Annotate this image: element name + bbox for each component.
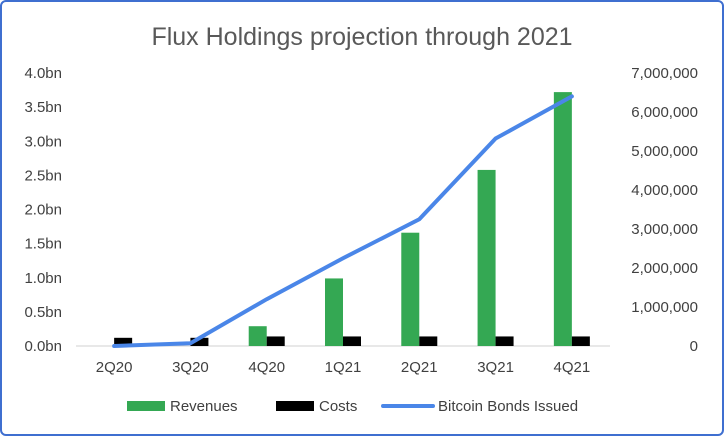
revenues-bar <box>477 169 496 346</box>
costs-bar <box>266 336 285 346</box>
left-tick-label: 2.5bn <box>24 167 62 184</box>
costs-bar <box>571 336 590 346</box>
right-tick-label: 1,000,000 <box>631 299 698 316</box>
right-tick-label: 3,000,000 <box>631 221 698 238</box>
category-labels: 2Q20 3Q20 4Q20 1Q21 2Q21 3Q21 4Q21 <box>96 359 590 376</box>
costs-bar <box>419 336 438 346</box>
right-tick-label: 0 <box>690 338 698 355</box>
left-tick-label: 3.5bn <box>24 99 62 116</box>
legend: Revenues Costs Bitcoin Bonds Issued <box>127 398 578 415</box>
left-axis-ticks: 0.0bn 0.5bn 1.0bn 1.5bn 2.0bn 2.5bn 3.0bn 3.5bn… <box>24 65 62 355</box>
category-label: 3Q20 <box>172 359 209 376</box>
left-tick-label: 4.0bn <box>24 65 62 82</box>
right-tick-label: 4,000,000 <box>631 182 698 199</box>
costs-bar <box>495 336 514 346</box>
bitcoin-bonds-legend-label: Bitcoin Bonds Issued <box>438 398 578 415</box>
category-label: 4Q21 <box>554 359 591 376</box>
revenues-bar <box>325 278 343 346</box>
left-tick-label: 0.5bn <box>24 304 62 321</box>
right-tick-label: 7,000,000 <box>631 65 698 82</box>
costs-bar <box>190 337 209 346</box>
left-tick-label: 0.0bn <box>24 338 62 355</box>
category-label: 1Q21 <box>325 359 362 376</box>
category-label: 3Q21 <box>477 359 514 376</box>
category-label: 4Q20 <box>248 359 285 376</box>
left-tick-label: 1.0bn <box>24 270 62 287</box>
chart-title: Flux Holdings projection through 2021 <box>151 23 572 51</box>
revenues-legend-swatch <box>127 401 165 411</box>
left-tick-label: 2.0bn <box>24 202 62 219</box>
costs-bar <box>114 337 133 346</box>
revenues-bar <box>248 326 267 346</box>
revenues-bar <box>553 92 572 346</box>
costs-legend-label: Costs <box>319 398 357 415</box>
bars-group <box>114 92 590 346</box>
costs-bar <box>343 336 361 346</box>
costs-legend-swatch <box>276 401 314 411</box>
line-group <box>112 94 574 348</box>
right-tick-label: 5,000,000 <box>631 143 698 160</box>
left-tick-label: 3.0bn <box>24 133 62 150</box>
category-label: 2Q21 <box>401 359 438 376</box>
revenues-legend-label: Revenues <box>170 398 238 415</box>
right-axis-ticks: 0 1,000,000 2,000,000 3,000,000 4,000,000 5,0… <box>631 65 698 355</box>
right-tick-label: 2,000,000 <box>631 260 698 277</box>
right-tick-label: 6,000,000 <box>631 104 698 121</box>
revenues-bar <box>401 232 420 346</box>
category-label: 2Q20 <box>96 359 133 376</box>
bitcoin-bonds-line <box>112 94 574 348</box>
left-tick-label: 1.5bn <box>24 236 62 253</box>
